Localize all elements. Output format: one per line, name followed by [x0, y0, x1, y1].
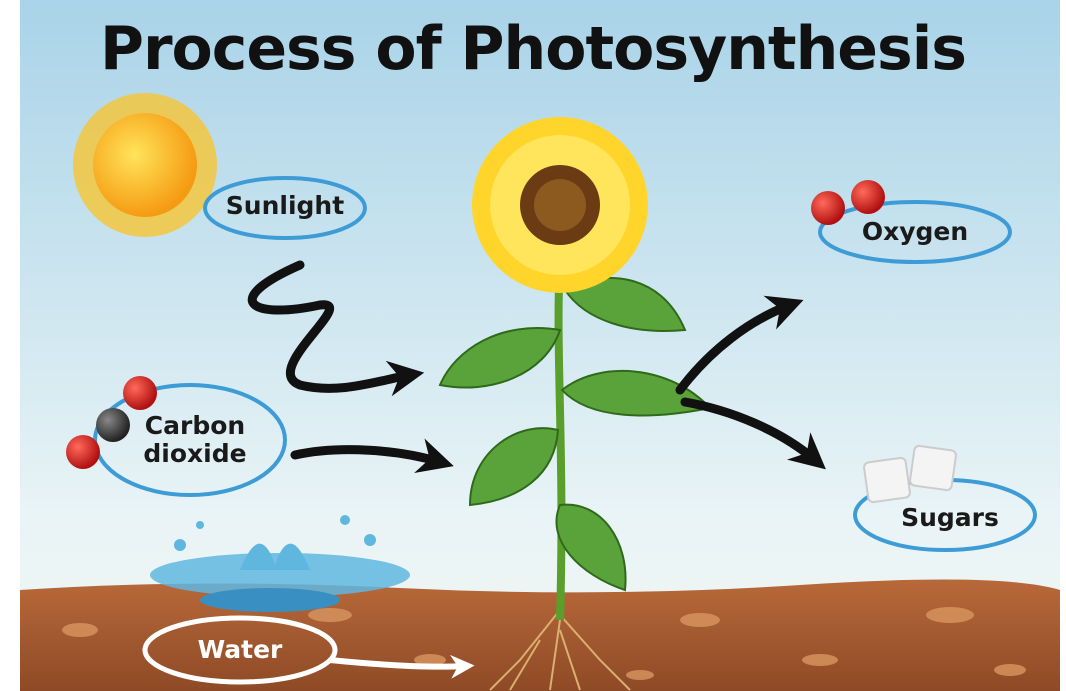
page: Process of Photosynthesis Sunlight Carbo…: [0, 0, 1066, 691]
stem: [559, 260, 562, 620]
illustration: [0, 0, 1066, 691]
node-label: Sugars: [880, 504, 1020, 532]
title: Process of Photosynthesis: [0, 14, 1066, 84]
node-label: Oxygen: [840, 218, 990, 246]
sunflower: [472, 117, 648, 293]
node-label: Water: [175, 636, 305, 664]
node-label: Sunlight: [210, 192, 360, 220]
node-label: Carbon dioxide: [140, 412, 250, 468]
sun: [73, 93, 217, 237]
